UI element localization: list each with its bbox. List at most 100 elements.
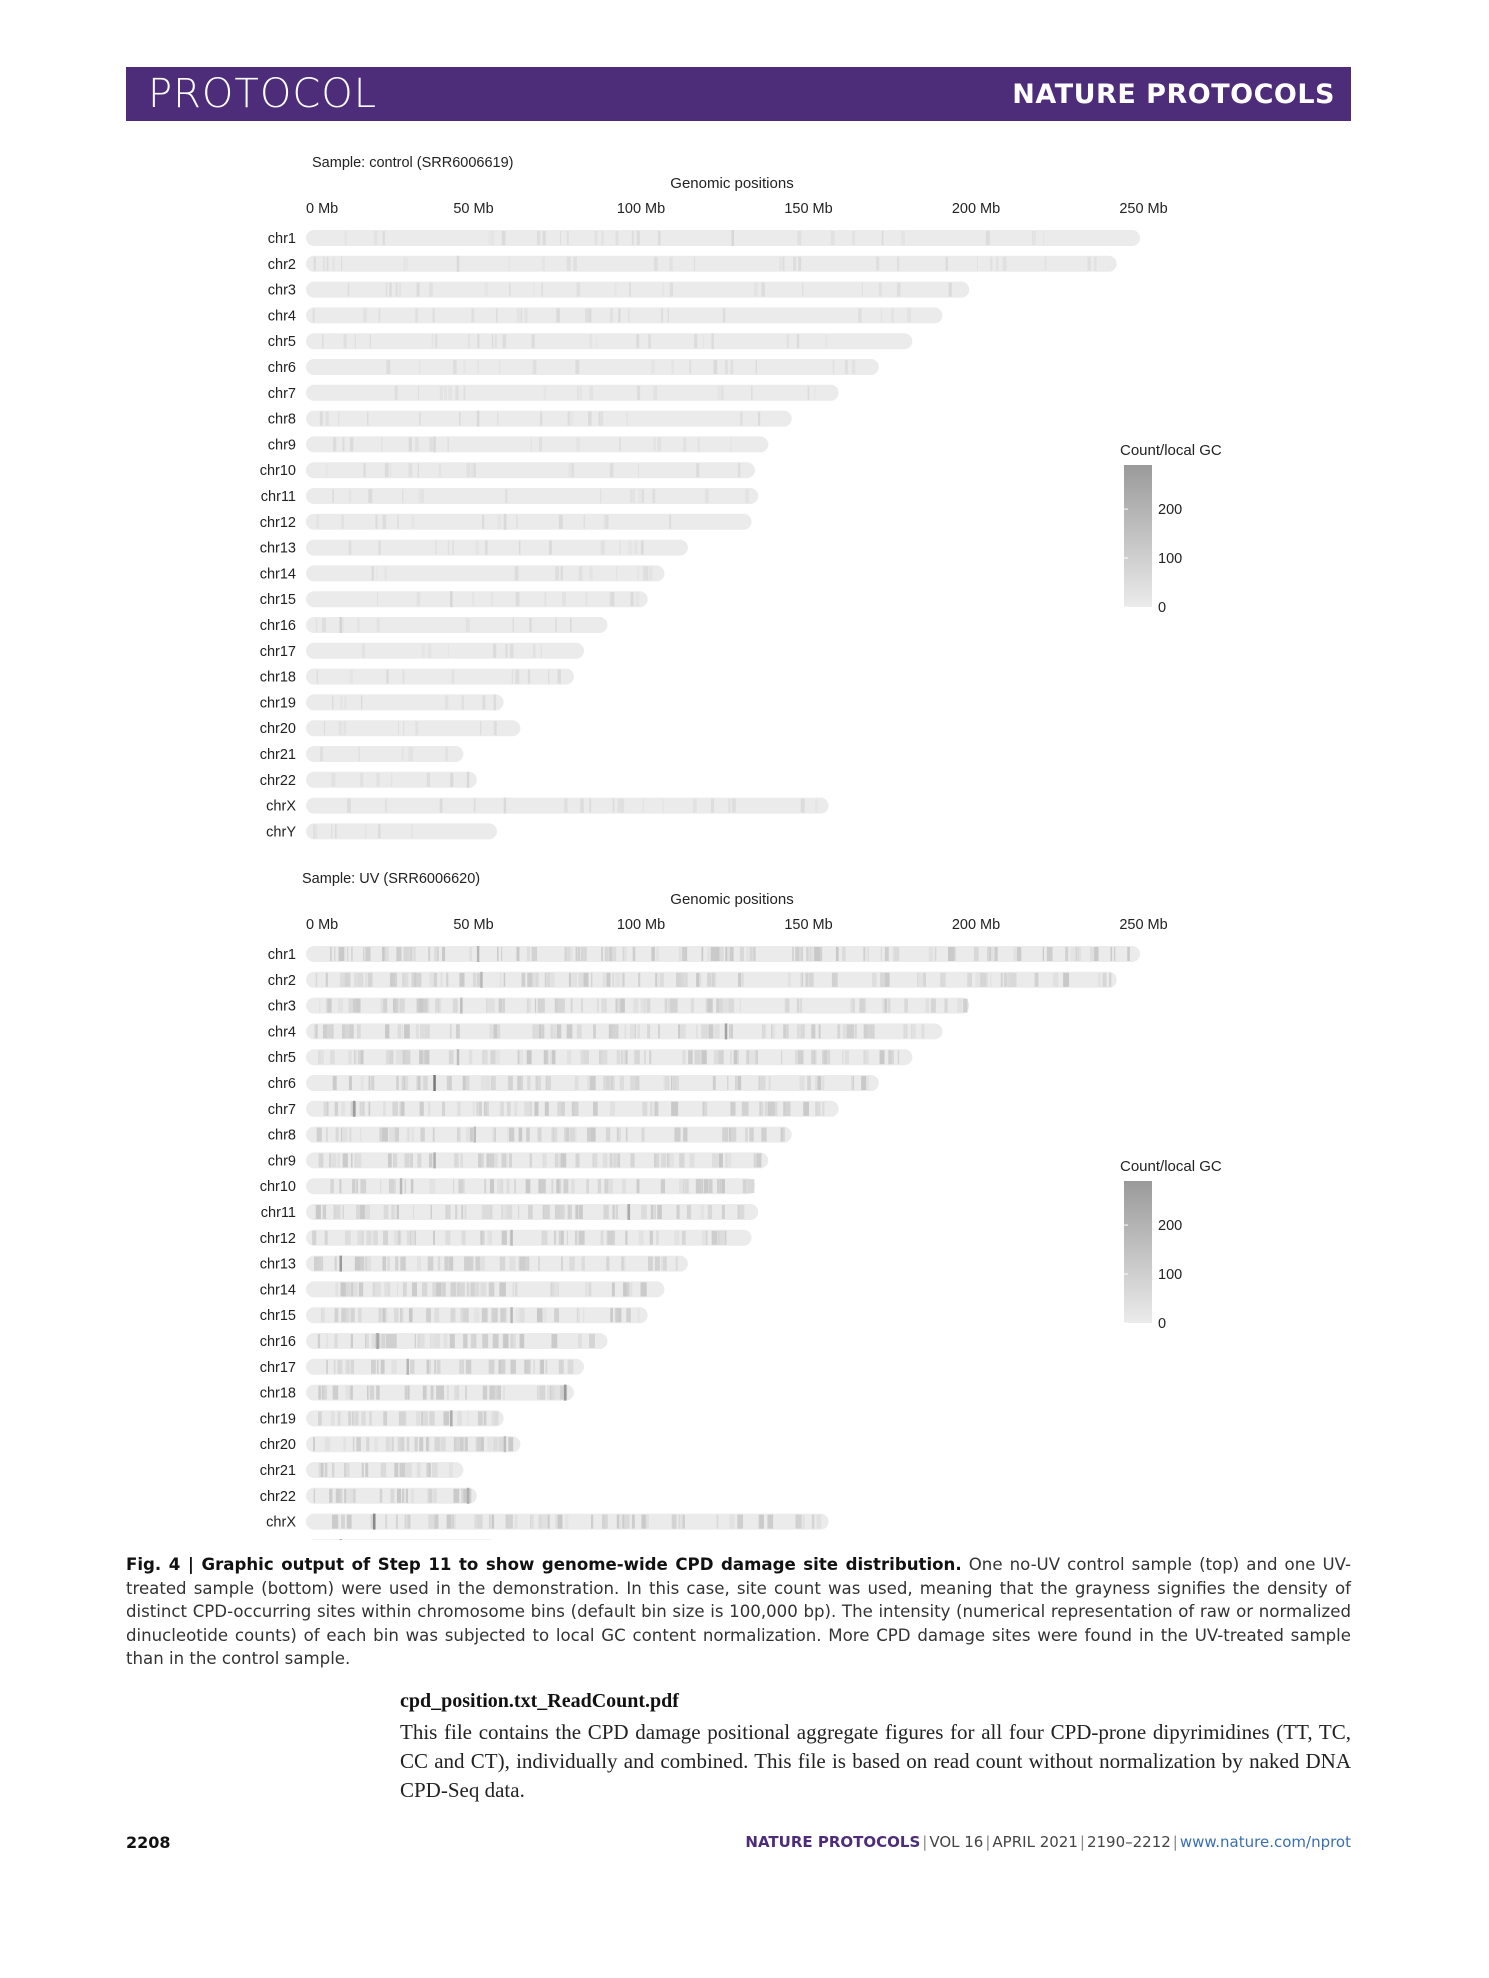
density-bin (421, 643, 426, 658)
density-bin (464, 1437, 468, 1452)
density-bin (478, 1153, 482, 1168)
density-bin (313, 1256, 319, 1271)
density-bin (342, 1205, 344, 1219)
density-bin (480, 1282, 487, 1297)
density-bin (1094, 947, 1099, 961)
density-bin (604, 1514, 608, 1529)
density-bin (495, 308, 498, 323)
density-bin (520, 1076, 524, 1090)
density-bin (557, 998, 563, 1013)
density-bin (765, 1101, 768, 1116)
density-bin (614, 1153, 617, 1168)
density-bin (551, 1334, 558, 1348)
density-bin (518, 1127, 523, 1142)
density-bin (630, 1153, 635, 1168)
density-bin (941, 972, 946, 987)
density-bin (797, 1050, 804, 1065)
density-bin (325, 411, 329, 426)
density-bin (419, 998, 424, 1013)
density-bin (739, 998, 741, 1013)
density-bin (710, 947, 717, 961)
density-bin (753, 282, 758, 297)
density-bin (399, 998, 402, 1013)
density-bin (390, 772, 393, 787)
density-bin (538, 1179, 540, 1194)
density-bin (461, 1488, 468, 1503)
density-bin (425, 1050, 430, 1065)
density-bin (408, 747, 411, 761)
density-bin (401, 998, 404, 1013)
density-bin (611, 592, 615, 607)
density-bin (511, 669, 513, 684)
density-bin (769, 1101, 775, 1116)
density-bin (490, 592, 494, 607)
density-bin (536, 231, 539, 245)
density-bin (614, 282, 617, 297)
density-bin (671, 360, 674, 374)
density-bin (975, 972, 982, 987)
density-bin (611, 1076, 613, 1090)
density-bin (325, 972, 328, 987)
footer-journal: NATURE PROTOCOLS (745, 1833, 921, 1851)
footer-url[interactable]: www.nature.com/nprot (1179, 1833, 1351, 1851)
density-bin (329, 1488, 333, 1503)
density-bin (628, 540, 633, 555)
density-bin (450, 591, 453, 608)
density-bin (814, 947, 820, 961)
density-bin (957, 998, 963, 1013)
x-tick-label: 50 Mb (453, 201, 493, 217)
density-bin (671, 1101, 677, 1116)
density-bin (661, 308, 664, 323)
density-bin (518, 1256, 521, 1271)
density-bin (601, 947, 603, 961)
density-bin (439, 998, 442, 1013)
density-bin (516, 1308, 518, 1323)
density-bin (464, 1256, 471, 1271)
density-bin (497, 1024, 501, 1039)
density-bin (594, 231, 598, 245)
density-bin (435, 1514, 439, 1529)
density-bin (394, 1153, 398, 1168)
density-bin (480, 1076, 487, 1090)
density-bin (342, 618, 344, 632)
density-bin (465, 1076, 470, 1090)
density-bin (390, 1127, 396, 1142)
density-bin (701, 1230, 708, 1245)
density-bin (439, 385, 443, 400)
density-bin (424, 1024, 430, 1039)
density-bin (458, 1179, 464, 1194)
chromosome-label: chr22 (260, 1489, 296, 1505)
density-bin (587, 308, 592, 323)
density-bin (635, 1076, 640, 1090)
density-bin (715, 947, 720, 961)
density-bin (945, 256, 948, 271)
density-bin (768, 1076, 771, 1090)
density-bin (376, 1359, 379, 1374)
density-bin (449, 1334, 455, 1348)
density-bin (318, 1050, 322, 1065)
legend-label: 200 (1158, 502, 1182, 518)
density-bin (832, 360, 835, 374)
density-bin (795, 947, 800, 961)
density-bin (973, 947, 979, 961)
density-bin (517, 1205, 520, 1219)
density-bin (604, 514, 609, 529)
density-bin (505, 1153, 508, 1168)
density-bin (928, 947, 934, 961)
density-bin (991, 947, 997, 961)
density-bin (383, 998, 388, 1013)
density-bin (503, 1334, 509, 1348)
density-bin (654, 1256, 660, 1271)
density-bin (566, 1230, 568, 1245)
density-bin (692, 798, 697, 813)
density-bin (575, 360, 580, 374)
density-bin (662, 1256, 667, 1271)
density-bin (575, 1153, 580, 1168)
density-bin (507, 1101, 511, 1116)
density-bin (721, 1205, 725, 1219)
chromosome-label: chr5 (268, 1050, 296, 1066)
density-bin (365, 1463, 369, 1477)
density-bin (429, 1179, 436, 1194)
density-bin (474, 1514, 479, 1529)
density-bin (736, 1076, 738, 1090)
